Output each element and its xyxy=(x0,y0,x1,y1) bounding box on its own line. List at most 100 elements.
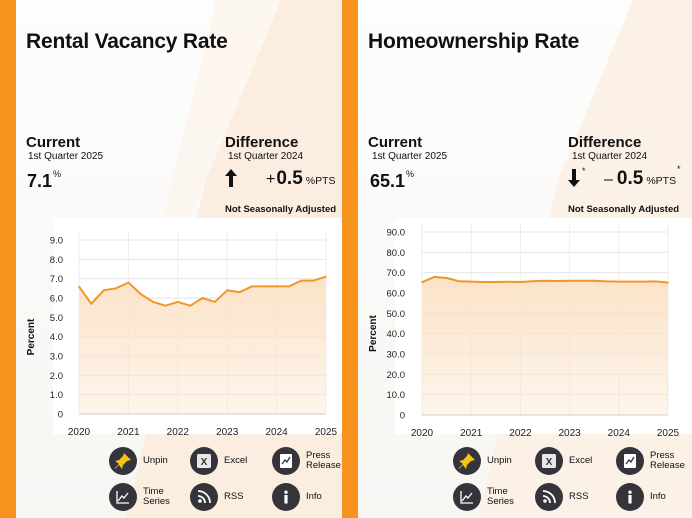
x-tick-label: 2023 xyxy=(216,427,239,438)
y-tick-label: 7.0 xyxy=(50,274,63,285)
x-tick-label: 2023 xyxy=(558,428,581,439)
time-series-button[interactable]: Time Series xyxy=(109,483,173,511)
data-point xyxy=(618,280,620,283)
data-point xyxy=(593,280,595,282)
data-point xyxy=(214,301,216,303)
arrow-up-icon xyxy=(225,169,237,187)
svg-text:X: X xyxy=(201,457,208,468)
data-point xyxy=(164,304,167,307)
rss-button[interactable]: RSS xyxy=(535,483,589,511)
data-point xyxy=(251,285,253,288)
current-period: 1st Quarter 2025 xyxy=(372,151,448,162)
excel-icon: X xyxy=(197,454,211,468)
y-tick-label: 70.0 xyxy=(387,268,406,279)
unpin-button[interactable]: Unpin xyxy=(109,447,168,475)
unpin-button[interactable]: Unpin xyxy=(453,447,512,475)
x-tick-label: 2021 xyxy=(460,428,483,439)
data-point xyxy=(127,281,130,284)
difference-label: Difference xyxy=(568,134,642,151)
data-point xyxy=(312,279,315,282)
info-button[interactable]: Info xyxy=(616,483,666,511)
pin-icon xyxy=(115,453,131,469)
info-button[interactable]: Info xyxy=(272,483,322,511)
x-tick-label: 2025 xyxy=(657,428,680,439)
left-accent-stripe xyxy=(0,0,16,518)
difference-period: 1st Quarter 2024 xyxy=(572,151,648,162)
difference-value: + 0.5 %PTS xyxy=(266,168,336,189)
data-point xyxy=(263,285,266,288)
y-tick-label: 50.0 xyxy=(387,309,406,320)
excel-icon: X xyxy=(542,454,556,468)
difference-value: – 0.5 %PTS xyxy=(604,168,677,189)
data-point xyxy=(495,281,497,283)
data-point xyxy=(421,281,423,284)
y-axis-title: Percent xyxy=(26,318,37,355)
y-axis-title: Percent xyxy=(368,314,379,351)
data-point xyxy=(581,280,583,282)
data-point xyxy=(654,280,657,283)
series-area xyxy=(79,276,326,414)
rss-button[interactable]: RSS xyxy=(190,483,244,511)
press-release-button[interactable]: Press Release xyxy=(616,447,688,475)
seasonal-adjustment-note: Not Seasonally Adjusted xyxy=(225,204,337,215)
difference-unit-asterisk: * xyxy=(677,164,681,174)
page-title: Rental Vacancy Rate xyxy=(26,30,228,53)
homeownership-chart: 0 10.0 20.0 30.0 40.0 50.0 60.0 70.0 80.0 90.0 202… xyxy=(368,218,692,439)
data-point xyxy=(140,293,142,295)
data-point xyxy=(544,280,546,282)
data-point xyxy=(630,280,632,283)
page-title: Homeownership Rate xyxy=(368,30,580,53)
rss-icon xyxy=(197,490,211,504)
y-tick-label: 5.0 xyxy=(50,313,63,324)
y-tick-label: 2.0 xyxy=(50,371,63,382)
current-value: 7.1% xyxy=(27,169,62,191)
data-point xyxy=(102,289,105,292)
y-tick-label: 60.0 xyxy=(387,289,406,300)
homeownership-panel: Homeownership Rate Current 1st Quarter 2… xyxy=(358,0,692,518)
info-icon xyxy=(628,490,632,504)
time-series-icon xyxy=(116,491,129,504)
excel-button[interactable]: X Excel xyxy=(190,447,247,475)
press-release-button[interactable]: Press Release xyxy=(272,447,342,475)
excel-button[interactable]: X Excel xyxy=(535,447,592,475)
seasonal-adjustment-note: Not Seasonally Adjusted xyxy=(568,204,680,215)
data-point xyxy=(275,285,278,288)
difference-period: 1st Quarter 2024 xyxy=(228,151,304,162)
x-tick-label: 2020 xyxy=(411,428,434,439)
rental-vacancy-panel: Rental Vacancy Rate Current 1st Quarter … xyxy=(16,0,342,518)
data-point xyxy=(507,281,509,283)
data-point xyxy=(667,281,669,284)
difference-arrow-asterisk: * xyxy=(582,166,586,176)
data-point xyxy=(78,285,80,288)
data-point xyxy=(325,275,327,278)
time-series-button[interactable]: Time Series xyxy=(453,483,517,511)
data-point xyxy=(433,276,436,278)
current-label: Current xyxy=(368,134,423,151)
data-point xyxy=(519,281,522,283)
y-tick-label: 4.0 xyxy=(50,332,63,343)
data-point xyxy=(556,280,559,282)
x-tick-label: 2022 xyxy=(167,427,190,438)
y-tick-label: 6.0 xyxy=(50,294,63,305)
rss-icon xyxy=(542,490,556,504)
data-point xyxy=(605,280,608,283)
current-value: 65.1% xyxy=(370,169,415,191)
data-point xyxy=(445,277,448,279)
rental-vacancy-chart: 0 1.0 2.0 3.0 4.0 5.0 6.0 7.0 8.0 9.0 2020 2021 2022… xyxy=(26,218,342,438)
y-tick-label: 0 xyxy=(58,410,63,421)
y-tick-label: 90.0 xyxy=(387,228,406,239)
y-tick-label: 80.0 xyxy=(387,248,406,259)
y-tick-label: 9.0 xyxy=(50,236,63,247)
x-tick-label: 2021 xyxy=(117,427,140,438)
data-point xyxy=(189,304,191,307)
x-tick-label: 2020 xyxy=(68,427,91,438)
data-point xyxy=(201,297,204,299)
data-point xyxy=(531,280,534,283)
series-area xyxy=(422,276,668,415)
press-release-icon xyxy=(280,454,292,468)
y-tick-label: 30.0 xyxy=(387,350,406,361)
pin-icon xyxy=(459,453,475,469)
data-point xyxy=(238,291,241,294)
press-release-icon xyxy=(624,454,636,468)
y-tick-label: 40.0 xyxy=(387,329,406,340)
